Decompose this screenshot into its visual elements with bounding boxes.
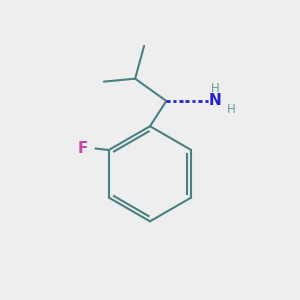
Text: N: N: [209, 94, 222, 109]
Text: H: H: [227, 103, 236, 116]
Text: F: F: [78, 141, 88, 156]
Text: H: H: [211, 82, 220, 95]
